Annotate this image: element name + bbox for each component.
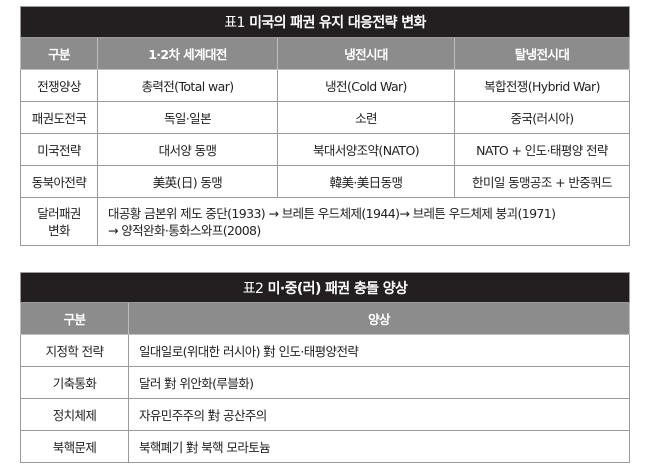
table-cell: 북대서양조약(NATO): [277, 133, 455, 166]
row-label: 정치체제: [20, 398, 129, 431]
row-label: 동북아전략: [20, 165, 98, 198]
table-title: 표1 미국의 패권 유지 대응전략 변화: [20, 6, 630, 38]
row-label: 패권도전국: [20, 101, 98, 134]
table-cell: 美英(日) 동맹: [97, 165, 278, 198]
table-cell: 한미일 동맹공조 + 반중쿼드: [454, 165, 630, 198]
table-us-china-conflict: 표2 미·중(러) 패권 충돌 양상 구분 양상 지정학 전략 일대일로(위대한 …: [20, 272, 630, 463]
table-row: 정치체제 자유민주주의 對 공산주의: [20, 398, 630, 431]
row-label: 미국전략: [20, 133, 98, 166]
table-title-text: 미국의 패권 유지 대응전략 변화: [249, 15, 426, 31]
row-label: 지정학 전략: [20, 334, 129, 367]
cell-line: 대공황 금본위 제도 중단(1933) → 브레튼 우드체제(1944)→ 브레…: [108, 205, 556, 221]
column-header: 1·2차 세계대전: [97, 37, 278, 70]
table-us-hegemony-strategy: 표1 미국의 패권 유지 대응전략 변화 구분 1·2차 세계대전 냉전시대 탈…: [20, 6, 630, 246]
column-header: 탈냉전시대: [454, 37, 630, 70]
table-cell: 독일·일본: [97, 101, 278, 134]
row-label: 북핵문제: [20, 430, 129, 463]
table-row: 전쟁양상 총력전(Total war) 냉전(Cold War) 복합전쟁(Hybri…: [20, 69, 630, 102]
table-label: 표1: [224, 15, 245, 31]
table-cell: 일대일로(위대한 러시아) 對 인도·태평양전략: [128, 334, 630, 367]
row-label: 전쟁양상: [20, 69, 98, 102]
table-cell: NATO + 인도·태평양 전략: [454, 133, 630, 166]
table-row: 북핵문제 북핵폐기 對 북핵 모라토늄: [20, 430, 630, 463]
column-header: 구분: [20, 37, 98, 70]
row-label: 달러패권 변화: [20, 197, 98, 246]
table-title-text: 미·중(러) 패권 충돌 양상: [267, 280, 408, 297]
table-cell: 북핵폐기 對 북핵 모라토늄: [128, 430, 630, 463]
table-row: 기축통화 달러 對 위안화(루블화): [20, 366, 630, 399]
table-row: 패권도전국 독일·일본 소련 중국(러시아): [20, 101, 630, 134]
table-row: 미국전략 대서양 동맹 북대서양조약(NATO) NATO + 인도·태평양 전략: [20, 133, 630, 166]
row-label-line: 변화: [48, 222, 70, 238]
table-cell: 韓美·美日동맹: [277, 165, 455, 198]
table-cell: 대서양 동맹: [97, 133, 278, 166]
table-cell: 소련: [277, 101, 455, 134]
column-header: 냉전시대: [277, 37, 455, 70]
table-row: 달러패권 변화 대공황 금본위 제도 중단(1933) → 브레튼 우드체제(19…: [20, 197, 630, 246]
table-cell: 자유민주주의 對 공산주의: [128, 398, 630, 431]
table-cell: 대공황 금본위 제도 중단(1933) → 브레튼 우드체제(1944)→ 브레…: [97, 197, 630, 246]
cell-line: → 양적완화·통화스와프(2008): [108, 222, 261, 238]
table-cell: 달러 對 위안화(루블화): [128, 366, 630, 399]
column-header: 구분: [20, 302, 129, 335]
row-label-line: 달러패권: [37, 205, 81, 221]
table-row: 지정학 전략 일대일로(위대한 러시아) 對 인도·태평양전략: [20, 334, 630, 367]
row-label: 기축통화: [20, 366, 129, 399]
table-cell: 냉전(Cold War): [277, 69, 455, 102]
table-cell: 총력전(Total war): [97, 69, 278, 102]
table-row: 동북아전략 美英(日) 동맹 韓美·美日동맹 한미일 동맹공조 + 반중쿼드: [20, 165, 630, 198]
column-header: 양상: [128, 302, 630, 335]
table-cell: 복합전쟁(Hybrid War): [454, 69, 630, 102]
table-title: 표2 미·중(러) 패권 충돌 양상: [20, 272, 630, 303]
table-label: 표2: [242, 280, 264, 297]
table-cell: 중국(러시아): [454, 101, 630, 134]
